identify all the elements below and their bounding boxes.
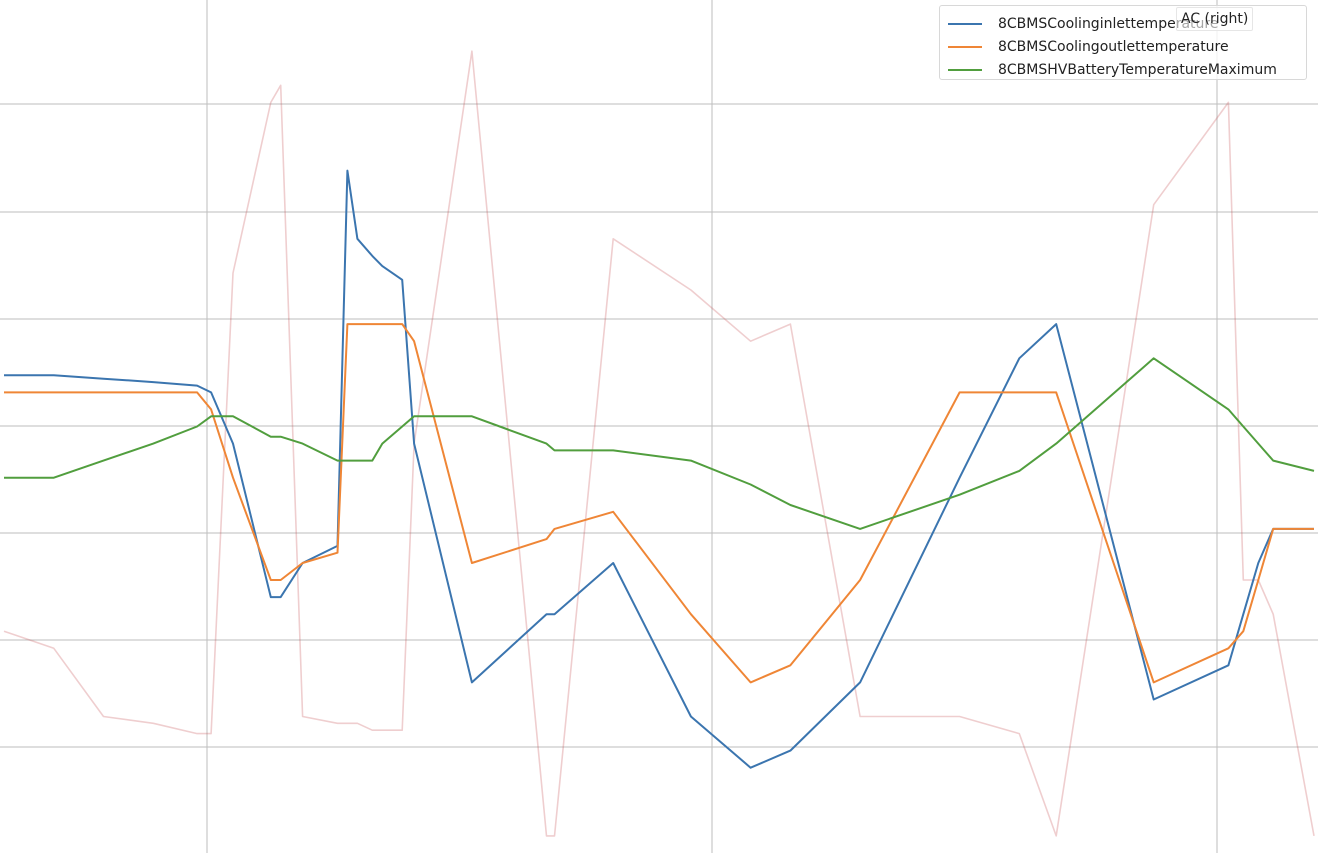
legend-item-inlet: 8CBMSCoolinginlettemperature <box>948 13 1218 35</box>
series-layer <box>3 50 1315 837</box>
legend-item-battery: 8CBMSHVBatteryTemperatureMaximum <box>948 59 1277 81</box>
legend-item-outlet: 8CBMSCoolingoutlettemperature <box>948 36 1229 58</box>
legend-item-ac: AC (right) <box>1176 7 1254 31</box>
legend-swatch-inlet <box>948 23 982 25</box>
series-line-8cbmscoolingoutlettemperature <box>4 323 1314 684</box>
series-line-ac-right- <box>3 50 1315 837</box>
legend-swatch-battery <box>948 69 982 71</box>
series-line-8cbmscoolinginlettemperature <box>4 169 1314 769</box>
legend-label-battery: 8CBMSHVBatteryTemperatureMaximum <box>998 62 1277 78</box>
legend-swatch-outlet <box>948 46 982 48</box>
legend-label-inlet: 8CBMSCoolinginlettemperature <box>998 16 1219 32</box>
legend-label-outlet: 8CBMSCoolingoutlettemperature <box>998 39 1229 55</box>
legend-label-ac: AC (right) <box>1181 11 1249 27</box>
series-line-8cbmshvbatterytemperaturemaximum <box>4 357 1315 530</box>
